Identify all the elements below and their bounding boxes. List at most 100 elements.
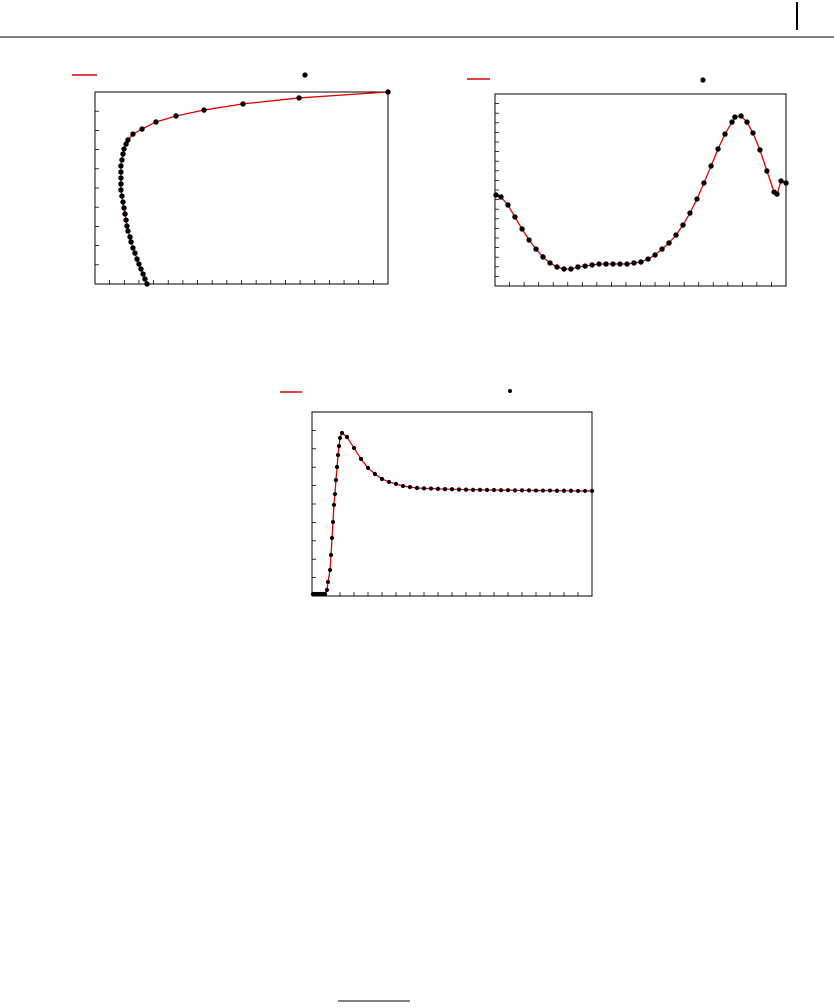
data-point	[624, 261, 630, 267]
data-point	[526, 488, 532, 493]
data-point	[680, 222, 686, 228]
data-point	[121, 205, 127, 211]
data-point	[778, 178, 784, 184]
data-point	[456, 487, 462, 492]
legend-marker	[700, 77, 706, 83]
data-point	[128, 239, 134, 245]
data-point	[337, 435, 343, 441]
data-point	[512, 488, 518, 493]
plot-frame	[94, 91, 389, 285]
data-point	[589, 262, 595, 268]
data-point	[491, 487, 497, 493]
data-point	[568, 266, 574, 272]
data-point	[715, 146, 721, 152]
data-point	[547, 260, 553, 266]
data-point	[130, 131, 136, 137]
data-point	[240, 101, 246, 107]
data-point	[153, 119, 159, 125]
data-point	[130, 245, 136, 251]
data-point	[123, 217, 129, 223]
data-point	[421, 486, 427, 491]
data-point	[652, 252, 658, 258]
data-point	[582, 263, 588, 269]
data-point	[470, 487, 476, 492]
data-point	[393, 481, 399, 487]
data-point	[512, 214, 518, 220]
data-point	[296, 95, 302, 101]
data-point	[329, 535, 335, 541]
data-point	[463, 487, 469, 492]
data-point	[505, 202, 511, 208]
data-point	[757, 147, 763, 153]
data-point	[659, 246, 665, 252]
data-point	[493, 192, 499, 198]
data-point	[449, 487, 455, 492]
data-point	[120, 151, 126, 157]
data-point	[365, 465, 371, 471]
data-point	[118, 187, 124, 193]
data-point	[774, 191, 780, 197]
data-point	[386, 479, 392, 485]
data-point	[547, 488, 553, 493]
data-point	[123, 141, 129, 147]
data-point	[324, 587, 330, 593]
data-point	[144, 281, 150, 287]
data-point	[118, 181, 124, 187]
data-point	[138, 266, 144, 272]
data-point	[142, 276, 148, 282]
data-point	[744, 119, 750, 125]
data-point	[344, 434, 350, 440]
data-point	[738, 113, 744, 119]
data-point	[610, 261, 616, 267]
data-point	[540, 254, 546, 260]
data-point	[136, 261, 142, 267]
data-point	[435, 486, 441, 492]
data-point	[638, 259, 644, 265]
data-point	[372, 471, 378, 477]
data-point	[498, 194, 504, 200]
fit-line	[312, 431, 592, 595]
data-point	[332, 491, 338, 497]
fit-line	[495, 115, 787, 270]
data-point	[666, 240, 672, 246]
data-point	[358, 456, 364, 462]
data-point	[582, 488, 588, 494]
data-point	[575, 488, 581, 494]
data-point	[327, 567, 333, 573]
data-point	[334, 464, 340, 470]
data-point	[122, 211, 128, 217]
data-point	[533, 488, 539, 493]
data-point	[540, 488, 546, 493]
data-point	[333, 477, 339, 483]
data-point	[575, 264, 581, 270]
data-point	[118, 175, 124, 181]
data-point	[645, 256, 651, 262]
data-point	[127, 234, 133, 240]
data-point	[554, 264, 560, 270]
data-point	[561, 266, 567, 272]
data-point	[750, 130, 756, 136]
data-point	[124, 223, 130, 229]
plot-frame	[311, 411, 593, 597]
data-point	[631, 260, 637, 266]
data-point	[336, 443, 342, 449]
data-point	[325, 579, 331, 585]
data-point	[732, 114, 738, 120]
fit-line	[120, 91, 389, 285]
data-point	[119, 193, 125, 199]
data-point	[201, 107, 207, 113]
data-point	[617, 261, 623, 267]
data-point	[400, 483, 406, 489]
data-point	[118, 163, 124, 169]
data-point	[140, 271, 146, 277]
data-point	[498, 488, 504, 493]
data-point	[477, 487, 483, 492]
data-point	[328, 552, 334, 558]
data-point	[673, 232, 679, 238]
data-point	[442, 486, 448, 492]
data-point	[173, 113, 179, 119]
data-point	[118, 169, 124, 175]
data-point	[596, 261, 602, 267]
legend-marker	[302, 72, 308, 78]
